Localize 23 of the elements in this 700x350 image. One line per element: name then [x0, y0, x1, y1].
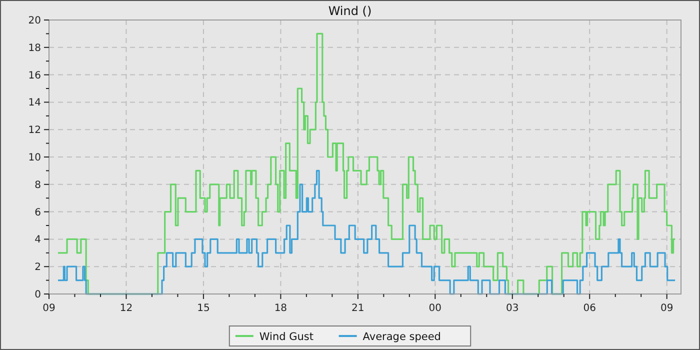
x-tick-label: 12: [120, 303, 133, 314]
y-tick-label: 6: [34, 207, 41, 218]
y-tick-label: 4: [34, 234, 41, 246]
y-tick-label: 12: [28, 125, 41, 136]
x-tick-label: 06: [583, 303, 596, 314]
x-tick-label: 03: [506, 303, 519, 314]
chart-title: Wind (): [328, 4, 372, 18]
y-tick-label: 10: [28, 152, 41, 164]
x-tick-label: 09: [42, 303, 56, 314]
y-tick-label: 18: [28, 42, 41, 54]
y-tick-label: 8: [34, 180, 41, 191]
y-tick-label: 20: [28, 16, 41, 26]
x-tick-label: 00: [428, 303, 442, 314]
y-tick-label: 0: [34, 290, 41, 300]
y-tick-label: 2: [34, 262, 41, 274]
legend-label: Wind Gust: [259, 331, 314, 343]
x-tick-label: 18: [274, 303, 288, 314]
y-tick-label: 16: [28, 70, 41, 82]
x-tick-label: 21: [352, 303, 364, 314]
x-tick-label: 15: [197, 303, 210, 314]
legend-label: Average speed: [362, 331, 441, 343]
x-tick-label: 09: [660, 303, 674, 314]
y-tick-label: 14: [28, 98, 41, 109]
